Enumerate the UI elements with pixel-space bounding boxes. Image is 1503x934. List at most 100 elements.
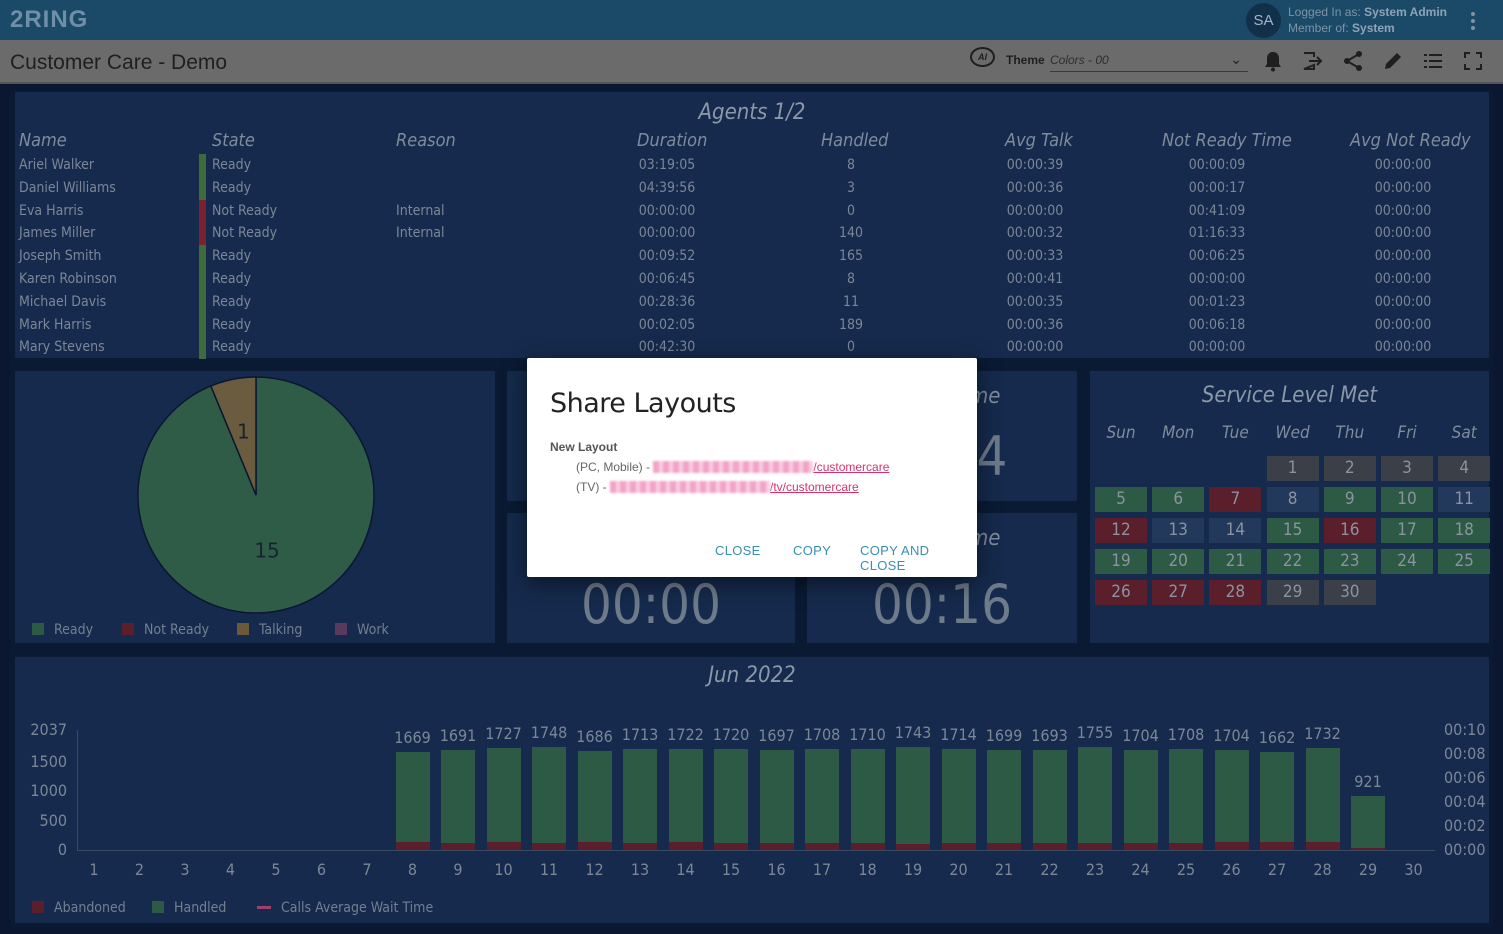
calendar-day-cell[interactable]: 3 [1381,456,1433,481]
tv-link[interactable]: /tv/customercare [610,480,859,494]
bar-handled[interactable] [532,747,566,850]
bar-abandoned[interactable] [850,842,885,850]
calendar-day-cell[interactable]: 19 [1095,549,1147,574]
pie-slice-talking[interactable] [209,376,257,496]
bar-abandoned[interactable] [1123,843,1158,850]
bar-handled[interactable] [896,747,930,850]
calendar-day-cell[interactable]: 28 [1209,580,1262,605]
bar-handled[interactable] [941,749,976,850]
bar-abandoned[interactable] [805,843,839,850]
bar-abandoned[interactable] [486,842,521,850]
member-group: System [1352,21,1395,35]
ai-assistant-icon[interactable]: AI [970,47,995,67]
calendar-day-cell[interactable]: 20 [1152,549,1205,574]
calendar-day-cell[interactable]: 9 [1323,487,1376,512]
calendar-day-cell[interactable]: 15 [1266,518,1319,543]
calendar-day-cell[interactable]: 8 [1266,487,1319,512]
bar-abandoned[interactable] [1078,842,1112,850]
bar-abandoned[interactable] [441,842,475,850]
bar-abandoned[interactable] [1260,841,1294,850]
bar-abandoned[interactable] [668,842,703,850]
bar-handled[interactable] [668,748,703,850]
bar-handled[interactable] [850,749,885,850]
bar-handled[interactable] [1214,749,1249,850]
calendar-day-cell[interactable]: 10 [1381,487,1433,512]
pc-mobile-link[interactable]: /customercare [653,460,889,474]
calendar-day-cell[interactable]: 4 [1438,456,1491,481]
bar-handled[interactable] [1260,752,1294,850]
calendar-day-cell[interactable]: 22 [1266,549,1319,574]
calendar-day-cell[interactable]: 17 [1381,518,1433,543]
calendar-day-cell[interactable]: 13 [1152,518,1205,543]
close-button[interactable]: CLOSE [715,543,761,558]
bar-value-label: 1669 [394,727,431,747]
bar-handled[interactable] [441,750,475,850]
bar-handled[interactable] [395,751,430,850]
calendar-day-cell[interactable]: 29 [1266,580,1319,605]
bar-handled[interactable] [577,750,612,850]
edit-pencil-icon[interactable] [1382,50,1404,72]
calendar-day-cell[interactable]: 30 [1323,580,1376,605]
calendar-day-cell[interactable]: 5 [1095,487,1147,512]
copy-button[interactable]: COPY [793,543,832,558]
bar-abandoned[interactable] [1169,843,1203,850]
fullscreen-icon[interactable] [1462,50,1484,72]
bar-handled[interactable] [486,748,521,850]
bar-handled[interactable] [1123,749,1158,850]
bar-abandoned[interactable] [941,843,976,850]
legend-item-ready[interactable]: Ready [32,622,93,638]
bar-abandoned[interactable] [987,843,1021,850]
bar-abandoned[interactable] [714,843,748,850]
legend-item-not-ready[interactable]: Not Ready [122,622,209,638]
bar-handled[interactable] [1032,750,1067,850]
bell-icon[interactable] [1262,50,1284,72]
bar-abandoned[interactable] [1032,843,1067,850]
chart-legend-item[interactable]: Handled [152,900,226,916]
bar-handled[interactable] [1169,749,1203,850]
bar-abandoned[interactable] [1305,842,1340,850]
bar-handled[interactable] [1305,747,1340,850]
calendar-day-cell[interactable]: 25 [1438,549,1491,574]
bar-handled[interactable] [714,748,748,850]
bar-abandoned[interactable] [759,842,794,850]
calendar-day-cell[interactable]: 26 [1095,580,1147,605]
avatar[interactable]: SA [1246,3,1281,38]
copy-and-close-button[interactable]: COPY AND CLOSE [860,543,930,573]
bar-abandoned[interactable] [623,843,657,850]
bar-handled[interactable] [1078,746,1112,850]
bar-abandoned[interactable] [577,842,612,850]
calendar-day-cell[interactable]: 23 [1323,549,1376,574]
calendar-day-cell[interactable]: 24 [1381,549,1433,574]
bar-handled[interactable] [805,749,839,850]
bar-handled[interactable] [1351,795,1385,850]
calendar-day-cell[interactable]: 7 [1209,487,1262,512]
bar-abandoned[interactable] [896,843,930,850]
logout-icon[interactable] [1301,50,1323,72]
bar-abandoned[interactable] [395,841,430,850]
calendar-day-cell[interactable]: 6 [1152,487,1205,512]
bar-abandoned[interactable] [1351,848,1385,850]
legend-item-talking[interactable]: Talking [237,622,302,638]
bar-abandoned[interactable] [532,842,566,850]
toolbar: Customer Care - Demo AI Theme Colors - 0… [0,40,1503,84]
bar-handled[interactable] [987,749,1021,850]
calendar-day-cell[interactable]: 1 [1266,456,1319,481]
more-menu-icon[interactable] [1466,10,1480,32]
chart-legend-item[interactable]: Abandoned [32,900,126,916]
legend-item-work[interactable]: Work [335,622,389,638]
list-icon[interactable] [1422,50,1444,72]
calendar-day-cell[interactable]: 14 [1209,518,1262,543]
bar-abandoned[interactable] [1214,842,1249,850]
calendar-day-cell[interactable]: 12 [1095,518,1147,543]
bar-handled[interactable] [623,749,657,850]
share-icon[interactable] [1342,50,1364,72]
calendar-day-cell[interactable]: 11 [1438,487,1491,512]
chart-legend-item[interactable]: Calls Average Wait Time [257,900,433,916]
calendar-day-cell[interactable]: 2 [1323,456,1376,481]
bar-handled[interactable] [759,750,794,850]
calendar-day-cell[interactable]: 27 [1152,580,1205,605]
calendar-day-cell[interactable]: 21 [1209,549,1262,574]
calendar-day-cell[interactable]: 16 [1323,518,1376,543]
theme-select[interactable]: Colors - 00 ⌄ [1050,48,1248,72]
calendar-day-cell[interactable]: 18 [1438,518,1491,543]
